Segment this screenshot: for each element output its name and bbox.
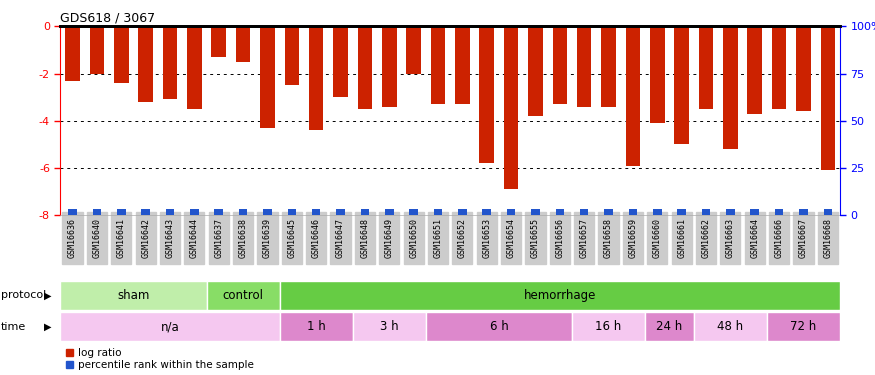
Bar	[117, 209, 125, 215]
Bar	[114, 26, 129, 83]
Bar	[504, 26, 518, 189]
Bar	[694, 312, 766, 341]
Bar	[653, 209, 662, 215]
Bar	[284, 26, 299, 86]
Bar	[507, 209, 515, 215]
Bar	[572, 312, 645, 341]
Bar	[212, 26, 226, 57]
Bar	[766, 312, 840, 341]
Text: time: time	[1, 322, 26, 332]
Bar	[823, 209, 832, 215]
Bar	[353, 312, 426, 341]
Text: 16 h: 16 h	[595, 320, 621, 333]
Bar	[531, 209, 540, 215]
Bar	[138, 26, 153, 102]
Bar	[556, 209, 564, 215]
Text: control: control	[222, 289, 263, 302]
Text: hemorrhage: hemorrhage	[523, 289, 596, 302]
Bar	[309, 26, 324, 130]
Bar	[206, 281, 280, 310]
Bar	[434, 209, 442, 215]
Text: 1 h: 1 h	[307, 320, 326, 333]
Text: ▶: ▶	[44, 291, 51, 300]
Bar	[675, 26, 689, 144]
Bar	[626, 26, 640, 166]
Legend: log ratio, percentile rank within the sample: log ratio, percentile rank within the sa…	[66, 348, 254, 370]
Bar	[60, 281, 206, 310]
Bar	[260, 26, 275, 128]
Bar	[235, 26, 250, 62]
Bar	[458, 209, 466, 215]
Bar	[482, 209, 491, 215]
Bar	[821, 26, 835, 170]
Text: 72 h: 72 h	[790, 320, 816, 333]
Bar	[382, 26, 396, 106]
Bar	[677, 209, 686, 215]
Text: ▶: ▶	[44, 322, 51, 332]
Bar	[751, 209, 759, 215]
Bar	[333, 26, 348, 97]
Bar	[68, 209, 77, 215]
Bar	[772, 26, 787, 109]
Bar	[360, 209, 369, 215]
Bar	[455, 26, 470, 104]
Bar	[650, 26, 665, 123]
Bar	[66, 26, 80, 81]
Text: 3 h: 3 h	[380, 320, 399, 333]
Bar	[165, 209, 174, 215]
Bar	[796, 26, 811, 111]
Bar	[312, 209, 320, 215]
Bar	[426, 312, 572, 341]
Bar	[187, 26, 201, 109]
Text: protocol: protocol	[1, 291, 46, 300]
Bar	[280, 281, 840, 310]
Bar	[280, 312, 353, 341]
Bar	[747, 26, 762, 114]
Text: 48 h: 48 h	[718, 320, 744, 333]
Bar	[385, 209, 394, 215]
Bar	[605, 209, 612, 215]
Bar	[645, 312, 694, 341]
Bar	[214, 209, 223, 215]
Bar	[89, 26, 104, 74]
Bar	[163, 26, 178, 99]
Bar	[239, 209, 248, 215]
Bar	[799, 209, 808, 215]
Text: 24 h: 24 h	[656, 320, 682, 333]
Bar	[430, 26, 445, 104]
Bar	[699, 26, 713, 109]
Bar	[480, 26, 494, 163]
Bar	[60, 312, 280, 341]
Bar	[723, 26, 738, 149]
Bar	[190, 209, 199, 215]
Bar	[142, 209, 150, 215]
Bar	[775, 209, 783, 215]
Bar	[601, 26, 616, 106]
Bar	[702, 209, 710, 215]
Text: sham: sham	[117, 289, 150, 302]
Bar	[577, 26, 592, 106]
Text: 6 h: 6 h	[489, 320, 508, 333]
Bar	[406, 26, 421, 74]
Bar	[528, 26, 542, 116]
Bar	[288, 209, 296, 215]
Bar	[410, 209, 418, 215]
Bar	[552, 26, 567, 104]
Bar	[580, 209, 589, 215]
Bar	[628, 209, 637, 215]
Bar	[336, 209, 345, 215]
Bar	[358, 26, 372, 109]
Bar	[93, 209, 102, 215]
Text: GDS618 / 3067: GDS618 / 3067	[60, 11, 156, 24]
Text: n/a: n/a	[161, 320, 179, 333]
Bar	[726, 209, 735, 215]
Bar	[263, 209, 272, 215]
